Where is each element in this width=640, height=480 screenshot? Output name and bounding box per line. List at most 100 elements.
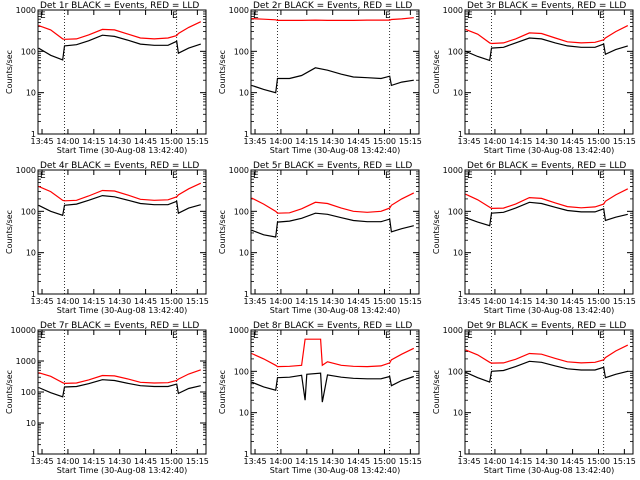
series-events-line [465,360,628,383]
series-lld-line [251,192,415,214]
x-tick-label: 15:00 [587,137,610,146]
plot-frame [250,9,420,135]
corner-label-left: E [467,171,473,181]
x-tick-label: 15:15 [186,457,209,466]
plot-frame [464,329,634,455]
y-axis-label: Counts/sec [432,50,441,94]
y-tick-label: 100 [21,388,36,397]
series-lld-line [38,369,201,385]
series-events-line [38,379,201,398]
y-axis-label: Counts/sec [5,50,14,94]
y-tick-label: 1000 [229,6,249,15]
x-tick-label: 14:00 [269,457,292,466]
x-axis-label: Start Time (30-Aug-08 13:42:40) [484,306,615,315]
corner-label-left: E [40,331,46,341]
x-tick-label: 15:15 [399,457,422,466]
x-tick-label: 15:00 [373,457,396,466]
series-events-line [465,201,628,227]
corner-label-right: E [599,11,605,21]
x-tick-label: 15:15 [613,297,636,306]
corner-label-left: E [253,171,259,181]
corner-label-right: E [172,11,178,21]
x-tick-label: 15:15 [613,137,636,146]
x-tick-label: 14:15 [295,297,318,306]
x-tick-label: 14:00 [56,297,79,306]
x-axis-label: Start Time (30-Aug-08 13:42:40) [484,466,615,475]
y-tick-label: 1 [244,290,249,299]
y-axis-label: Counts/sec [5,370,14,414]
y-axis-label: Counts/sec [432,370,441,414]
x-tick-label: 14:15 [295,137,318,146]
series-events-line [251,372,414,403]
x-tick-label: 14:15 [509,457,532,466]
x-axis-label: Start Time (30-Aug-08 13:42:40) [484,146,615,155]
y-tick-label: 10 [26,89,36,98]
x-tick-label: 15:15 [613,457,636,466]
y-tick-label: 1000 [443,326,463,335]
x-tick-label: 13:45 [30,137,53,146]
series-events-line [251,67,414,94]
x-tick-label: 14:45 [134,297,157,306]
x-tick-label: 13:45 [457,457,480,466]
corner-label-left: E [467,331,473,341]
panel-title: Det 1r BLACK = Events, RED = LLD [40,1,199,11]
y-axis-label: Counts/sec [218,210,227,254]
x-tick-label: 14:45 [134,457,157,466]
x-axis-label: Start Time (30-Aug-08 13:42:40) [57,466,188,475]
y-tick-label: 1 [244,130,249,139]
y-tick-label: 1000 [443,166,463,175]
x-tick-label: 13:45 [30,297,53,306]
x-tick-label: 14:45 [134,137,157,146]
series-lld-line [251,17,414,21]
series-lld-line [38,182,202,202]
y-tick-label: 100 [448,207,463,216]
x-tick-label: 14:30 [108,137,131,146]
x-tick-label: 15:15 [186,137,209,146]
x-axis-label: Start Time (30-Aug-08 13:42:40) [57,146,188,155]
x-tick-label: 15:00 [373,297,396,306]
corner-label-right: E [385,171,391,181]
x-tick-label: 14:45 [561,297,584,306]
y-tick-label: 1 [31,290,36,299]
x-tick-label: 14:45 [561,137,584,146]
y-tick-label: 100 [21,207,36,216]
y-tick-label: 10 [453,409,463,418]
plot-frame [37,9,207,135]
corner-label-left: E [253,11,259,21]
y-axis-label: Counts/sec [432,210,441,254]
panel-title: Det 9r BLACK = Events, RED = LLD [467,321,626,331]
x-tick-label: 15:00 [373,137,396,146]
y-tick-label: 100 [448,367,463,376]
panel-title: Det 4r BLACK = Events, RED = LLD [40,161,199,171]
y-axis-label: Counts/sec [218,370,227,414]
corner-label-left: E [40,171,46,181]
y-tick-label: 10 [239,409,249,418]
y-tick-label: 1 [31,130,36,139]
x-tick-label: 13:45 [243,297,266,306]
y-tick-label: 1 [244,450,249,459]
x-tick-label: 15:00 [587,297,610,306]
y-tick-label: 1000 [229,166,249,175]
x-axis-label: Start Time (30-Aug-08 13:42:40) [270,466,401,475]
x-tick-label: 15:00 [587,457,610,466]
plot-frame [250,169,420,295]
x-tick-label: 13:45 [457,137,480,146]
y-tick-label: 100 [234,207,249,216]
y-tick-label: 100 [448,47,463,56]
x-tick-label: 14:00 [483,297,506,306]
series-lld-line [38,21,202,40]
y-tick-label: 1000 [229,326,249,335]
x-tick-label: 14:30 [108,457,131,466]
x-tick-label: 15:00 [160,297,183,306]
x-tick-label: 14:30 [321,137,344,146]
x-tick-label: 14:15 [509,297,532,306]
x-tick-label: 14:45 [347,137,370,146]
y-tick-label: 10 [239,89,249,98]
series-events-line [38,34,201,61]
x-tick-label: 13:45 [243,137,266,146]
x-tick-label: 14:00 [483,137,506,146]
x-tick-label: 14:15 [509,137,532,146]
x-axis-label: Start Time (30-Aug-08 13:42:40) [270,146,401,155]
